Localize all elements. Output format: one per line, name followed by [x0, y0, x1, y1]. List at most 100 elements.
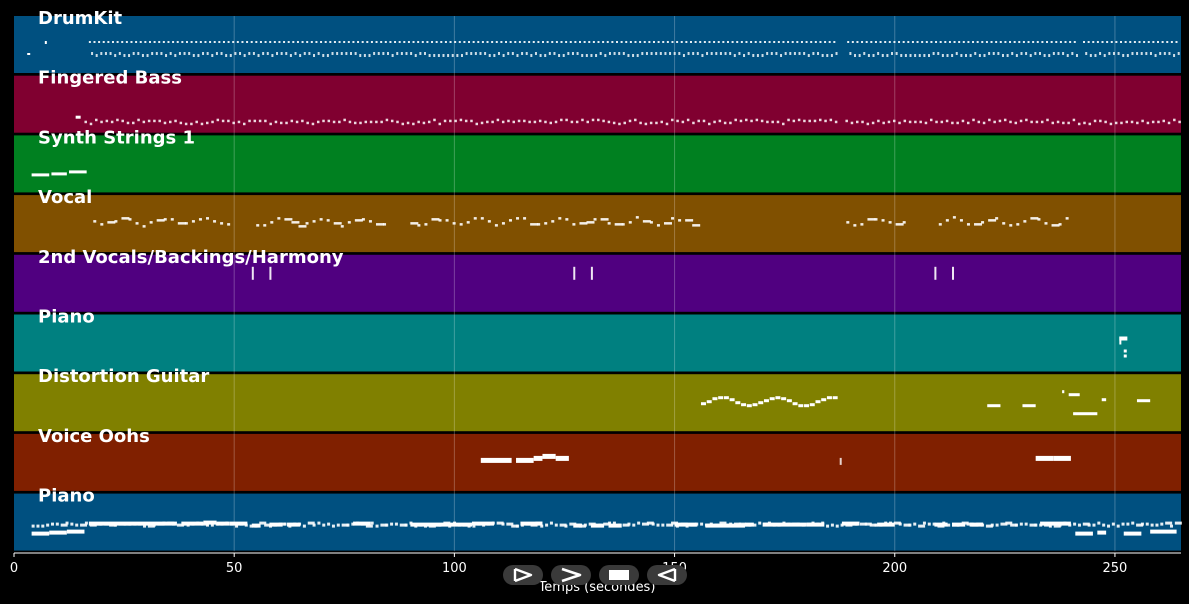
note: [542, 453, 556, 459]
note: [359, 121, 362, 125]
note: [1025, 52, 1028, 55]
note: [871, 121, 875, 125]
note: [874, 523, 878, 527]
note: [666, 523, 674, 527]
note: [981, 41, 984, 43]
note: [969, 54, 972, 57]
note: [555, 455, 569, 461]
note: [972, 41, 975, 43]
note: [982, 121, 986, 125]
note: [540, 524, 544, 528]
play-button[interactable]: [503, 565, 543, 585]
note: [567, 52, 570, 55]
note: [1052, 52, 1055, 55]
note: [365, 524, 373, 528]
note: [922, 521, 926, 525]
note: [174, 54, 177, 57]
note: [964, 54, 967, 57]
note: [1055, 41, 1058, 43]
note: [442, 54, 445, 57]
note: [1072, 118, 1076, 122]
note: [1046, 118, 1049, 122]
note: [1108, 52, 1111, 55]
note: [839, 457, 842, 465]
note: [100, 52, 103, 55]
note: [1129, 41, 1132, 43]
track-band: [14, 314, 1181, 372]
note: [1145, 522, 1149, 526]
note: [581, 118, 584, 122]
note: [480, 121, 484, 125]
note: [882, 121, 885, 125]
note: [544, 120, 547, 124]
note: [642, 220, 651, 223]
note: [109, 52, 112, 55]
note: [530, 54, 533, 57]
note: [306, 41, 309, 43]
note: [1154, 54, 1157, 57]
note: [810, 41, 813, 43]
note: [236, 41, 239, 43]
note: [501, 222, 505, 225]
note: [351, 522, 355, 526]
note: [671, 217, 675, 220]
note: [1123, 531, 1142, 536]
note: [88, 41, 91, 43]
note: [239, 52, 242, 55]
note: [333, 41, 336, 43]
note: [385, 118, 389, 122]
note: [534, 52, 537, 55]
fast-forward-button[interactable]: [551, 565, 591, 585]
note: [974, 52, 977, 55]
note: [410, 52, 413, 55]
note: [846, 221, 850, 224]
note: [1124, 41, 1127, 43]
note: [227, 223, 231, 226]
rewind-button[interactable]: [647, 565, 687, 585]
note: [575, 120, 579, 124]
note: [470, 119, 473, 123]
note: [755, 118, 759, 122]
note: [234, 52, 237, 55]
note: [1087, 523, 1091, 527]
note: [213, 41, 216, 43]
note: [353, 521, 371, 526]
note: [909, 54, 912, 57]
note: [1138, 41, 1141, 43]
note: [860, 223, 864, 226]
note: [1077, 122, 1081, 126]
note: [361, 218, 365, 221]
note: [141, 54, 144, 57]
note: [599, 52, 602, 55]
note: [565, 41, 568, 43]
note: [1030, 217, 1039, 220]
note: [1125, 120, 1129, 124]
note: [821, 54, 824, 57]
track-band: [14, 254, 1181, 312]
note: [1150, 529, 1177, 534]
note: [369, 120, 373, 124]
note: [253, 119, 257, 123]
stop-button[interactable]: [599, 565, 639, 585]
note: [538, 119, 542, 123]
note: [649, 121, 653, 125]
note: [1024, 522, 1028, 526]
note: [185, 41, 188, 43]
note: [948, 41, 951, 43]
note: [1066, 54, 1069, 57]
note: [458, 41, 461, 43]
note: [1165, 521, 1173, 525]
note: [218, 41, 221, 43]
note: [558, 217, 562, 220]
note: [585, 54, 588, 57]
note: [629, 41, 632, 43]
note: [237, 120, 241, 124]
note: [477, 41, 480, 43]
note: [222, 41, 225, 43]
note: [606, 41, 609, 43]
note: [940, 120, 944, 124]
note: [158, 119, 161, 123]
note: [269, 41, 272, 43]
note: [826, 54, 829, 57]
note: [51, 172, 67, 176]
